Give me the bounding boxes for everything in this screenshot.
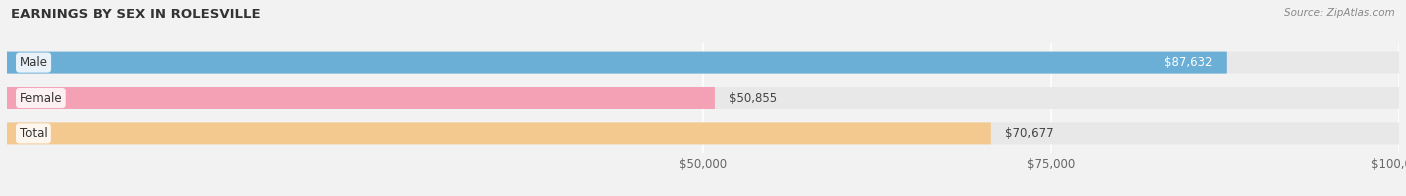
Text: EARNINGS BY SEX IN ROLESVILLE: EARNINGS BY SEX IN ROLESVILLE xyxy=(11,8,262,21)
Text: $87,632: $87,632 xyxy=(1164,56,1213,69)
FancyBboxPatch shape xyxy=(7,87,714,109)
FancyBboxPatch shape xyxy=(7,122,991,144)
Text: Total: Total xyxy=(20,127,48,140)
FancyBboxPatch shape xyxy=(7,87,1399,109)
Text: $70,677: $70,677 xyxy=(1005,127,1053,140)
Text: $50,855: $50,855 xyxy=(728,92,778,104)
FancyBboxPatch shape xyxy=(7,122,1399,144)
Text: Female: Female xyxy=(20,92,62,104)
FancyBboxPatch shape xyxy=(7,52,1399,74)
FancyBboxPatch shape xyxy=(7,52,1227,74)
Text: Source: ZipAtlas.com: Source: ZipAtlas.com xyxy=(1284,8,1395,18)
Text: Male: Male xyxy=(20,56,48,69)
